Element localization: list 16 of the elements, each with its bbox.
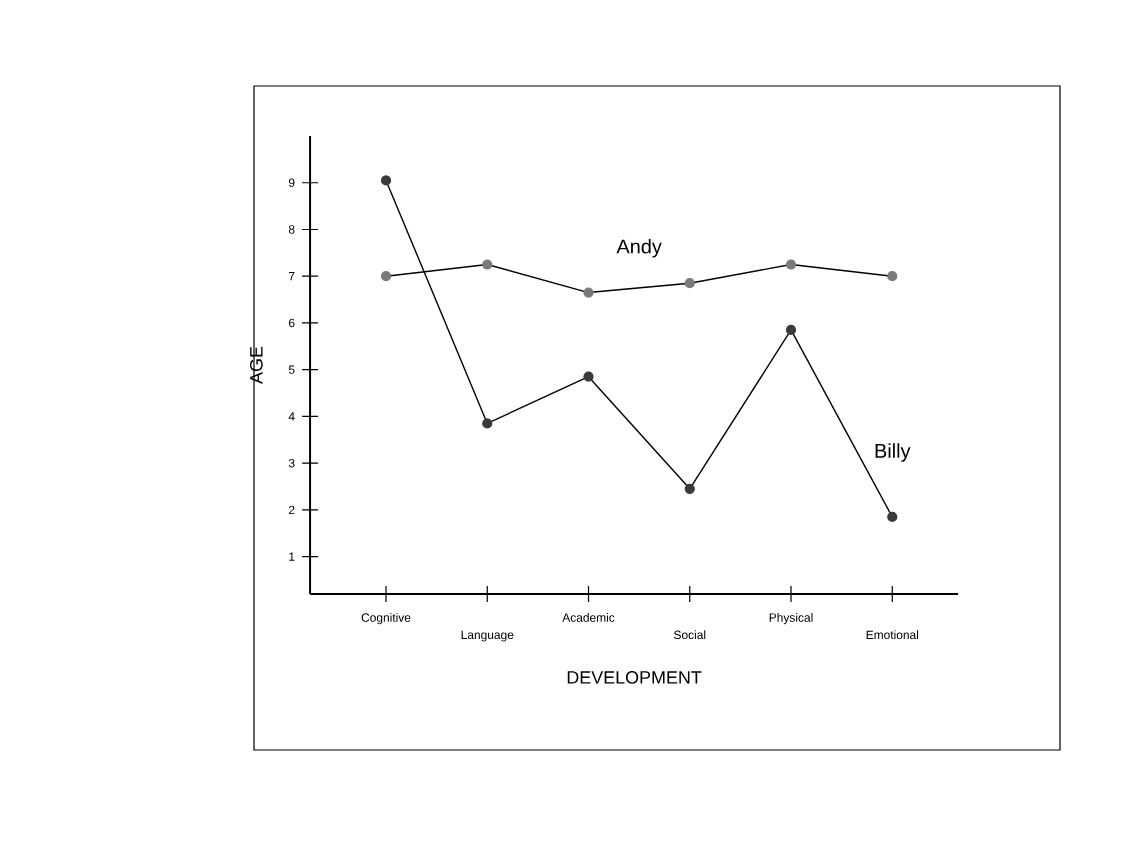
- point: [583, 371, 594, 382]
- x-axis-title: DEVELOPMENT: [567, 671, 702, 684]
- point: [785, 324, 797, 336]
- point: [583, 287, 594, 298]
- point: [785, 259, 797, 270]
- point: [380, 175, 392, 186]
- y-axis-title: AGE: [250, 346, 263, 384]
- point: [887, 511, 898, 522]
- point: [684, 483, 695, 494]
- series-label: Billy: [875, 443, 911, 462]
- point: [684, 278, 695, 289]
- series-label: Andy: [616, 238, 662, 258]
- point: [482, 418, 493, 429]
- point: [380, 271, 392, 282]
- point: [482, 259, 493, 270]
- point: [887, 271, 898, 282]
